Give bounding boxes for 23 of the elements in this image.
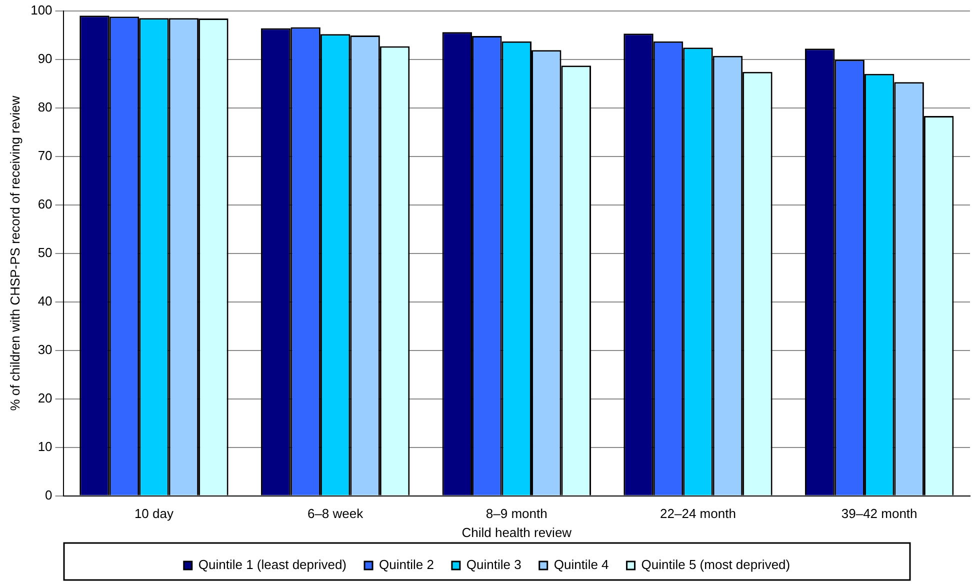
y-tick-label: 20 [38, 390, 52, 406]
y-tick-label: 0 [45, 487, 52, 502]
y-tick-label: 10 [38, 438, 52, 454]
y-axis-title: % of children with CHSP-PS record of receiving review [7, 95, 22, 411]
y-tick-label: 40 [38, 293, 52, 308]
x-axis-title: Child health review [462, 524, 572, 540]
x-tick-label: 22–24 month [660, 506, 736, 522]
legend-label: Quintile 4 [554, 557, 609, 572]
y-tick-label: 50 [38, 244, 52, 260]
x-tick-label: 8–9 month [486, 506, 548, 522]
y-tick-label: 70 [38, 148, 52, 163]
y-tick-label: 90 [38, 50, 52, 66]
legend-label: Quintile 1 (least deprived) [198, 557, 347, 572]
y-tick-label: 100 [30, 2, 52, 18]
y-tick-label: 30 [38, 342, 52, 357]
x-tick-label: 39–42 month [841, 506, 918, 522]
y-tick-label: 80 [38, 99, 52, 114]
y-tick-label: 60 [38, 196, 52, 212]
legend-label: Quintile 2 [379, 557, 434, 572]
legend-label: Quintile 5 (most deprived) [641, 557, 790, 572]
x-tick-label: 10 day [134, 506, 174, 522]
x-tick-label: 6–8 week [307, 506, 364, 522]
legend-label: Quintile 3 [466, 557, 522, 572]
